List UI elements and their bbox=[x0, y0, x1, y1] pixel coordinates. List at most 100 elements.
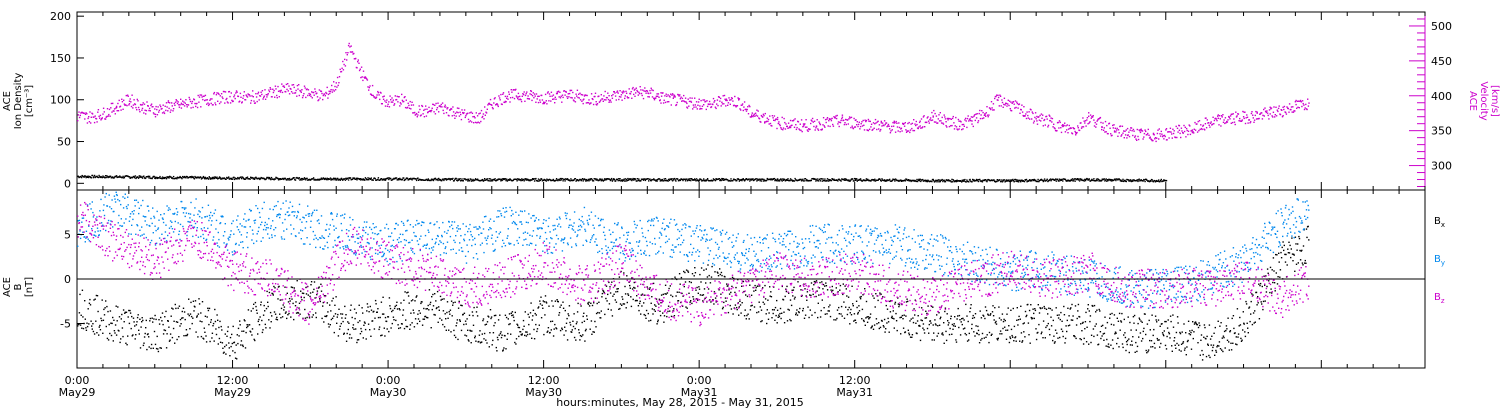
velocity-series-point bbox=[529, 93, 531, 95]
density-series-point bbox=[317, 179, 319, 181]
density-series-point bbox=[603, 178, 606, 180]
bx-series-point bbox=[204, 331, 206, 333]
density-series-point bbox=[1106, 179, 1109, 181]
density-series-point bbox=[1025, 178, 1028, 181]
density-series-point bbox=[88, 176, 90, 179]
density-series-point bbox=[904, 180, 906, 182]
density-series-point bbox=[1159, 180, 1161, 183]
velocity-series-point bbox=[979, 109, 981, 112]
velocity-series-point bbox=[889, 128, 891, 130]
density-series-point bbox=[215, 177, 218, 179]
velocity-series-point bbox=[1065, 125, 1067, 127]
velocity-series-point bbox=[583, 98, 585, 100]
velocity-series-point bbox=[633, 93, 635, 96]
density-series-point bbox=[934, 180, 936, 183]
velocity-series-point bbox=[877, 120, 879, 122]
density-series-point bbox=[1032, 179, 1035, 182]
velocity-series-point bbox=[1097, 119, 1099, 121]
bx-series-point bbox=[262, 329, 264, 331]
velocity-series-point bbox=[117, 110, 120, 112]
density-series-point bbox=[671, 178, 673, 180]
velocity-series-point bbox=[1163, 134, 1166, 137]
velocity-series-point bbox=[862, 119, 864, 122]
velocity-series-point bbox=[528, 98, 531, 100]
bx-series-point bbox=[735, 306, 738, 309]
velocity-series-point bbox=[116, 110, 118, 112]
density-series-point bbox=[727, 179, 729, 181]
velocity-series-point bbox=[224, 102, 226, 104]
bx-series-point bbox=[279, 299, 281, 301]
density-series-point bbox=[918, 178, 920, 181]
velocity-series-point bbox=[420, 114, 422, 116]
bx-series-point bbox=[358, 304, 360, 306]
density-series-point bbox=[121, 176, 124, 179]
velocity-series-point bbox=[613, 91, 615, 93]
velocity-series-point bbox=[642, 89, 644, 91]
bx-series-point bbox=[529, 312, 532, 314]
bx-series-point bbox=[694, 272, 697, 274]
density-series-point bbox=[186, 176, 188, 178]
velocity-series-point bbox=[719, 97, 722, 100]
velocity-series-point bbox=[494, 97, 496, 99]
velocity-series-point bbox=[360, 76, 362, 79]
density-series-point bbox=[1034, 179, 1036, 182]
density-series-point bbox=[793, 180, 796, 182]
velocity-series-point bbox=[845, 118, 847, 121]
density-series-point bbox=[950, 181, 952, 183]
velocity-series-point bbox=[999, 94, 1001, 96]
velocity-series-point bbox=[148, 107, 151, 110]
velocity-series-point bbox=[832, 125, 835, 127]
velocity-series-point bbox=[95, 118, 98, 120]
velocity-series-point bbox=[1219, 118, 1221, 120]
density-series-point bbox=[104, 177, 106, 179]
bx-series-point bbox=[218, 326, 220, 329]
velocity-series-point bbox=[976, 113, 978, 115]
bx-series-point bbox=[407, 295, 410, 297]
bx-series-point bbox=[340, 313, 342, 315]
velocity-series-point bbox=[942, 123, 945, 125]
velocity-series-point bbox=[1105, 131, 1107, 133]
velocity-series-point bbox=[1247, 122, 1249, 124]
density-series-point bbox=[494, 178, 496, 180]
density-series-point bbox=[611, 177, 613, 180]
velocity-series-point bbox=[412, 112, 414, 114]
bx-series-point bbox=[224, 333, 226, 335]
bx-series-point bbox=[339, 325, 341, 327]
velocity-series-point bbox=[793, 126, 796, 128]
bx-series-point bbox=[736, 308, 738, 311]
bx-series-point bbox=[308, 314, 310, 316]
bx-series-point bbox=[231, 342, 233, 345]
velocity-series-point bbox=[1075, 132, 1078, 135]
velocity-series-point bbox=[1140, 128, 1142, 130]
bx-series-point bbox=[663, 315, 666, 317]
velocity-series-point bbox=[128, 103, 131, 105]
bx-series-point bbox=[164, 329, 167, 332]
density-series-point bbox=[1148, 180, 1151, 183]
velocity-series-point bbox=[518, 98, 520, 101]
velocity-series-point bbox=[719, 100, 721, 102]
density-series-point bbox=[670, 179, 672, 181]
bx-series-point bbox=[413, 312, 415, 314]
bx-series-point bbox=[800, 295, 803, 297]
bx-series-point bbox=[359, 333, 362, 335]
velocity-series-point bbox=[1179, 132, 1181, 135]
bx-series-point bbox=[266, 290, 268, 293]
bx-series-point bbox=[145, 327, 147, 329]
bx-series-point bbox=[269, 327, 271, 329]
bx-series-point bbox=[161, 312, 164, 314]
bx-series-point bbox=[464, 320, 467, 322]
density-series-point bbox=[1125, 180, 1127, 183]
density-series-point bbox=[537, 180, 539, 182]
density-series-point bbox=[520, 179, 522, 182]
bx-series-point bbox=[157, 348, 159, 350]
velocity-series-point bbox=[696, 108, 698, 110]
density-series-point bbox=[855, 179, 857, 181]
bx-series-point bbox=[678, 291, 680, 293]
bx-series-point bbox=[316, 290, 319, 292]
bx-series-point bbox=[131, 315, 133, 318]
velocity-series-point bbox=[448, 115, 450, 117]
velocity-series-point bbox=[568, 96, 570, 98]
density-series-point bbox=[595, 179, 597, 181]
bx-series-point bbox=[670, 294, 672, 296]
velocity-series-point bbox=[611, 97, 614, 99]
